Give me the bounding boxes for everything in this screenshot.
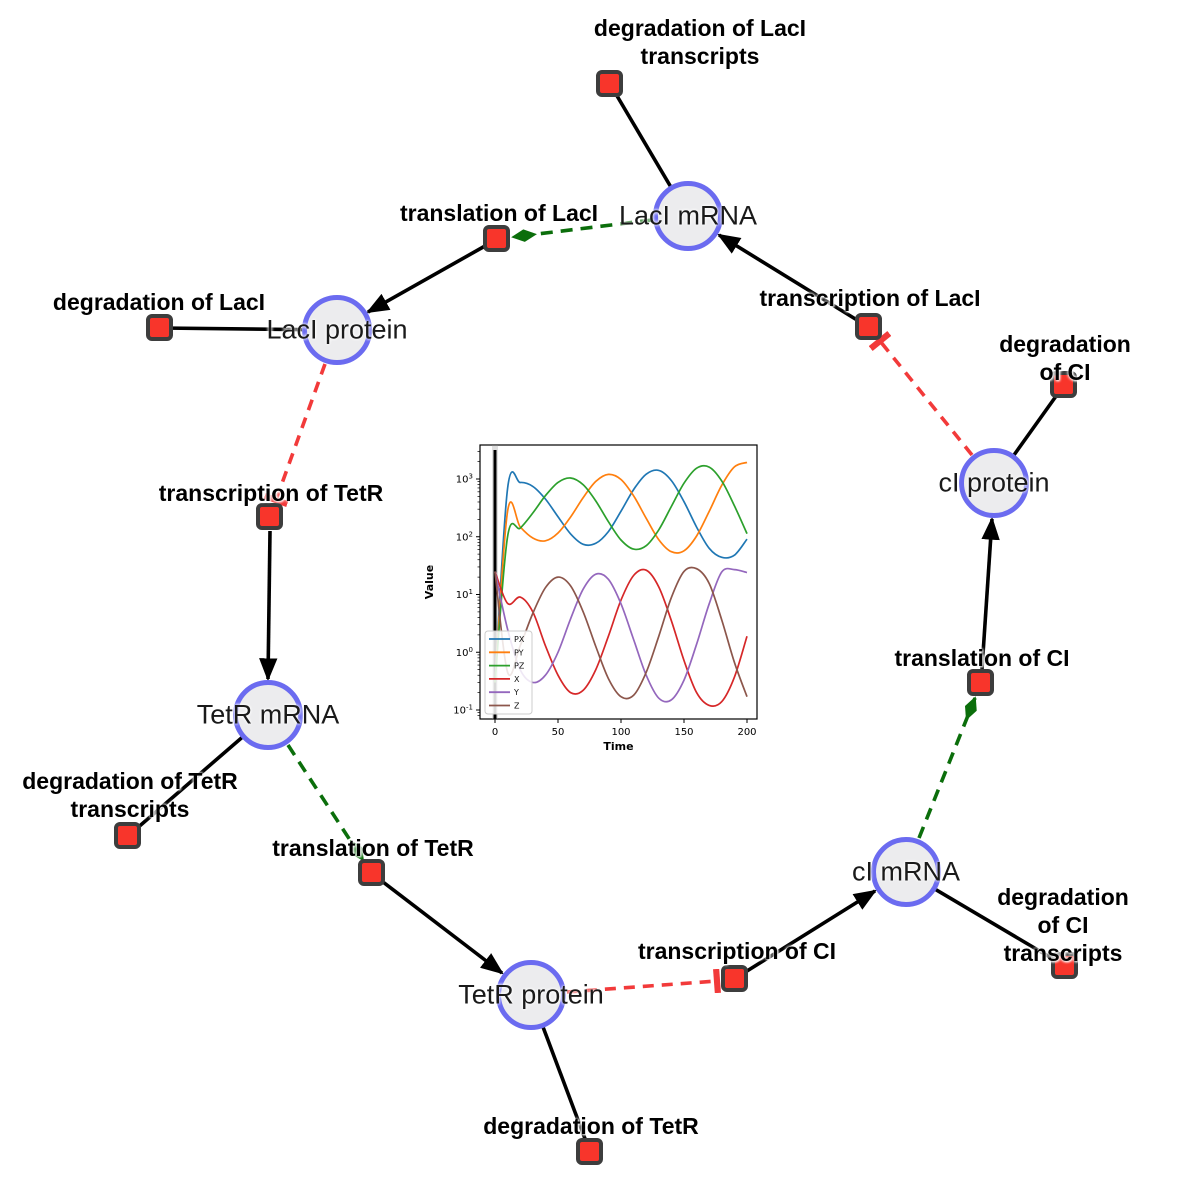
edge-lacimrna-translationlaci [511, 218, 653, 242]
legend-entry-PX: PX [514, 635, 525, 644]
reaction-label-deg-laci-transcripts: degradation of LacI transcripts [593, 14, 807, 69]
legend-entry-PZ: PZ [514, 662, 525, 671]
inhibition-edges [263, 331, 974, 994]
species-node-ci-mrna[interactable] [871, 837, 941, 907]
legend-entry-Z: Z [514, 702, 520, 711]
svg-text:100: 100 [611, 727, 630, 738]
x-axis-label: Time [603, 740, 633, 753]
edge-transcriptiontetr-tetrmrna [259, 530, 278, 682]
reaction-node-deg-laci[interactable] [146, 314, 173, 341]
series-X [494, 568, 748, 707]
plot-series [494, 461, 748, 707]
plot-legend: PX PY PZ XYZ [484, 630, 533, 715]
series-Z [494, 566, 748, 700]
reaction-label-deg-tetr: degradation of TetR [483, 1112, 699, 1139]
svg-text:150: 150 [674, 727, 693, 738]
reaction-node-translation-laci[interactable] [483, 225, 510, 252]
reaction-node-transcription-ci[interactable] [721, 965, 748, 992]
svg-text:100: 100 [456, 646, 473, 659]
reaction-node-deg-tetr[interactable] [576, 1138, 603, 1165]
species-node-ci-protein[interactable] [959, 448, 1029, 518]
species-label-laci-mrna: LacI mRNA [618, 200, 758, 231]
edge-ciprotein-transcriptionlaci [868, 331, 974, 457]
svg-text:101: 101 [456, 588, 473, 601]
series-PX [494, 469, 748, 683]
reaction-node-translation-ci[interactable] [967, 669, 994, 696]
reaction-label-translation-tetr: translation of TetR [272, 834, 474, 861]
edge-tetrmrna-translationtetr [286, 744, 365, 862]
species-label-ci-protein: cI protein [938, 467, 1050, 498]
reaction-label-deg-tetr-transcripts: degradation of TetR transcripts [22, 767, 238, 822]
reaction-node-translation-tetr[interactable] [358, 859, 385, 886]
series-Y [494, 567, 748, 703]
edge-translationlaci-laciprotein [365, 244, 486, 314]
species-label-tetr-mrna: TetR mRNA [196, 699, 340, 730]
reaction-label-deg-ci-transcripts: degradation of CI transcripts [997, 883, 1129, 967]
svg-text:10-1: 10-1 [453, 704, 473, 717]
legend-entry-Y: Y [513, 688, 519, 697]
svg-text:102: 102 [456, 530, 473, 543]
svg-text:50: 50 [552, 727, 565, 738]
svg-text:103: 103 [456, 473, 473, 486]
product-edges [259, 233, 1000, 975]
series-PZ [494, 464, 748, 683]
species-label-ci-mrna: cI mRNA [852, 856, 960, 887]
reaction-label-deg-laci: degradation of LacI [52, 288, 266, 315]
modifier-edges [286, 218, 977, 862]
edge-transcriptionlaci-lacimrna [717, 233, 858, 322]
species-node-laci-protein[interactable] [302, 295, 372, 365]
y-axis-label: Value [423, 565, 436, 599]
reaction-label-transcription-laci: transcription of LacI [759, 284, 981, 311]
edge-tetrprotein-transcriptionci [566, 968, 721, 994]
species-node-tetr-mrna[interactable] [233, 680, 303, 750]
reaction-label-deg-ci: degradation of CI [999, 330, 1131, 385]
reaction-node-transcription-laci[interactable] [855, 313, 882, 340]
species-label-tetr-protein: TetR protein [458, 979, 604, 1010]
species-node-laci-mrna[interactable] [653, 181, 723, 251]
legend-entry-PY: PY [514, 648, 524, 657]
reaction-label-transcription-tetr: transcription of TetR [158, 479, 384, 506]
reaction-node-deg-tetr-transcripts[interactable] [114, 822, 141, 849]
edge-transcriptionci-cimrna [746, 889, 877, 973]
edge-cimrna-translationci [917, 696, 977, 839]
legend-entry-X: X [514, 675, 520, 684]
reaction-label-transcription-ci: transcription of CI [637, 937, 837, 964]
reaction-label-translation-ci: translation of CI [894, 644, 1070, 671]
edge-laciprotein-transcriptiontetr [263, 363, 327, 507]
series-PY [494, 461, 748, 683]
reaction-node-deg-laci-transcripts[interactable] [596, 70, 623, 97]
reaction-label-translation-laci: translation of LacI [399, 199, 599, 226]
reaction-node-deg-ci-transcripts[interactable] [1051, 952, 1078, 979]
edge-translationci-ciprotein [980, 516, 1000, 670]
species-node-tetr-protein[interactable] [496, 960, 566, 1030]
svg-text:0: 0 [492, 727, 498, 738]
species-label-laci-protein: LacI protein [266, 314, 408, 345]
reaction-node-transcription-tetr[interactable] [256, 503, 283, 530]
edge-translationtetr-tetrprotein [381, 880, 504, 975]
reaction-node-deg-ci[interactable] [1050, 371, 1077, 398]
svg-text:200: 200 [737, 727, 756, 738]
